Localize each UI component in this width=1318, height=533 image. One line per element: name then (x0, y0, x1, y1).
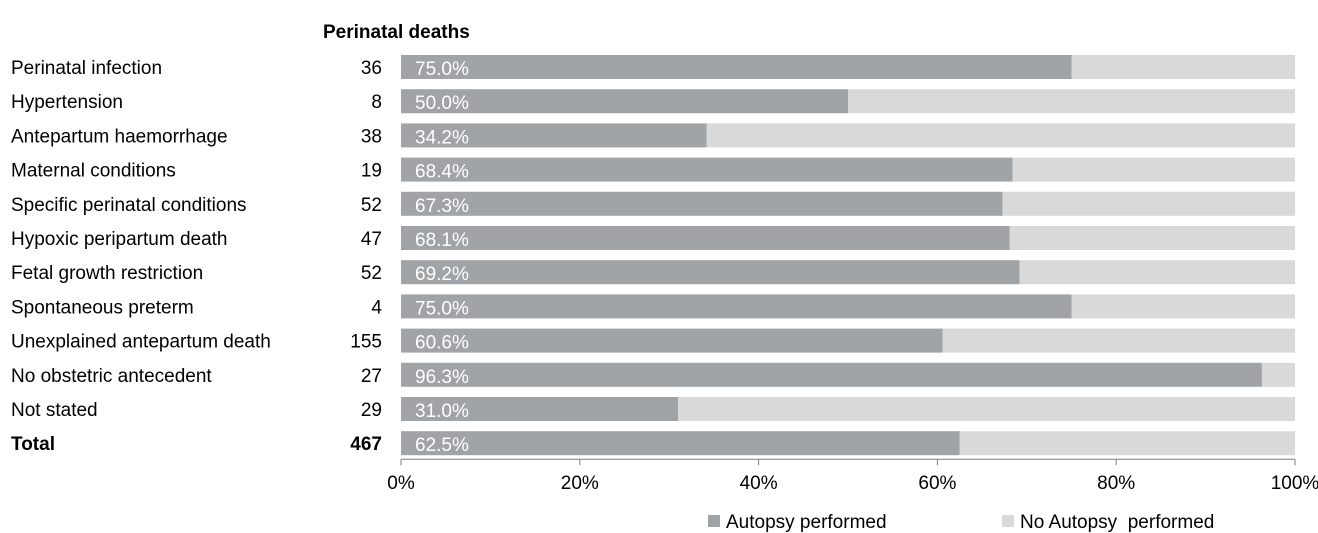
count-label: 467 (350, 434, 382, 455)
data-label: 62.5% (415, 435, 469, 456)
bar-autopsy-performed (401, 362, 1262, 387)
data-label: 67.3% (415, 196, 469, 217)
count-label: 47 (361, 229, 382, 250)
bar-no-autopsy (1009, 226, 1295, 250)
bar-no-autopsy (1002, 191, 1295, 216)
bar-no-autopsy (942, 328, 1295, 353)
legend: Autopsy performed No Autopsy performed (708, 512, 1214, 533)
bar-no-autopsy (678, 397, 1295, 421)
bar-autopsy-performed (401, 260, 1020, 285)
bar-no-autopsy (706, 123, 1295, 148)
bar-autopsy-performed (401, 123, 707, 148)
category-label: No obstetric antecedent (11, 366, 212, 387)
data-label: 68.1% (415, 230, 469, 251)
count-label: 27 (361, 366, 382, 387)
x-tick-label: 40% (740, 473, 778, 494)
x-tick-label: 60% (918, 473, 956, 494)
bar-autopsy-performed (401, 431, 960, 456)
bar-autopsy-performed (401, 226, 1010, 250)
bar-autopsy-performed (401, 89, 848, 114)
category-label: Hypoxic peripartum death (11, 229, 228, 250)
chart-header: Perinatal deaths (323, 22, 470, 43)
data-label: 96.3% (415, 367, 469, 388)
count-label: 52 (361, 195, 382, 216)
data-label: 75.0% (415, 59, 469, 80)
count-label: 8 (371, 92, 382, 113)
x-tick-label: 20% (561, 473, 599, 494)
data-label: 68.4% (415, 162, 469, 183)
data-label: 31.0% (415, 401, 469, 422)
category-label: Unexplained antepartum death (11, 332, 271, 353)
data-label: 69.2% (415, 264, 469, 285)
category-label: Perinatal infection (11, 58, 162, 79)
bar-no-autopsy (1261, 362, 1295, 387)
count-label: 19 (361, 161, 382, 182)
bar-autopsy-performed (401, 157, 1013, 182)
data-label: 50.0% (415, 93, 469, 114)
bar-no-autopsy (1012, 157, 1295, 182)
data-label: 34.2% (415, 127, 469, 148)
bar-no-autopsy (1071, 294, 1295, 319)
category-label: Specific perinatal conditions (11, 195, 247, 216)
count-label: 38 (361, 126, 382, 147)
category-label: Not stated (11, 400, 98, 421)
legend-swatch-no-autopsy (1002, 515, 1014, 527)
bar-autopsy-performed (401, 397, 679, 421)
bar-no-autopsy (959, 431, 1295, 456)
category-label: Fetal growth restriction (11, 263, 203, 284)
row-labels-group: Perinatal infection 36 Hypertension 8 Antepa… (11, 58, 382, 455)
x-tick-label: 0% (387, 473, 415, 494)
bar-autopsy-performed (401, 55, 1072, 79)
count-label: 4 (371, 297, 382, 318)
x-tick-label: 80% (1097, 473, 1135, 494)
bar-autopsy-performed (401, 328, 943, 353)
count-label: 36 (361, 58, 382, 79)
legend-label-autopsy-performed: Autopsy performed (726, 512, 887, 533)
category-label: Hypertension (11, 92, 123, 113)
count-label: 29 (361, 400, 382, 421)
bars-group: 75.0% 50.0% 34.2% 68.4% 67.3% 68.1% 69.2% 75.0%… (401, 55, 1295, 456)
category-label: Maternal conditions (11, 161, 176, 182)
count-label: 155 (350, 332, 382, 353)
count-label: 52 (361, 263, 382, 284)
x-tick-label: 100% (1271, 473, 1318, 494)
bar-autopsy-performed (401, 294, 1072, 319)
data-label: 60.6% (415, 333, 469, 354)
category-label: Total (11, 434, 55, 455)
legend-swatch-autopsy-performed (708, 515, 720, 527)
bar-no-autopsy (848, 89, 1295, 114)
bar-no-autopsy (1019, 260, 1295, 285)
bar-no-autopsy (1071, 55, 1295, 79)
category-label: Antepartum haemorrhage (11, 126, 228, 147)
x-axis: 0% 20% 40% 60% 80% 100% (387, 458, 1318, 494)
data-label: 75.0% (415, 298, 469, 319)
category-label: Spontaneous preterm (11, 297, 194, 318)
legend-label-no-autopsy: No Autopsy performed (1020, 512, 1214, 533)
bar-autopsy-performed (401, 191, 1003, 216)
